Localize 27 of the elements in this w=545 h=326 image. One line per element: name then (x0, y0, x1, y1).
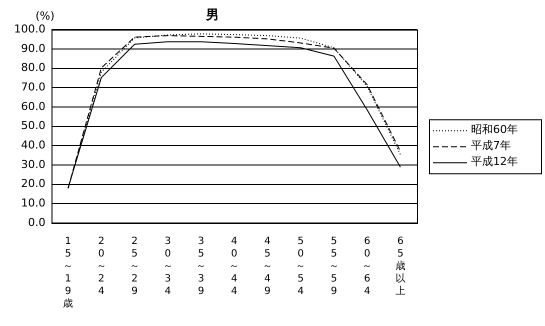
y-tick-label: 80.0 (20, 61, 46, 74)
y-tick-label: 100.0 (14, 22, 46, 36)
x-tick-label: 55～59 (328, 236, 339, 297)
y-tick-label: 90.0 (20, 42, 46, 55)
x-tick-label: 25～29 (130, 236, 140, 297)
x-tick-label: 50～54 (296, 236, 306, 297)
y-tick-label: 60.0 (20, 100, 46, 113)
x-tick-label: 45～49 (262, 236, 272, 297)
y-tick-label: 40.0 (20, 138, 46, 152)
y-tick-label: 70.0 (20, 80, 46, 94)
x-tick-label: 30～34 (162, 236, 173, 297)
x-tick-label: 20～24 (96, 236, 106, 297)
chart-title: 男 (205, 8, 219, 24)
x-tick-label: 35～39 (196, 236, 206, 297)
y-axis-title: (%) (35, 9, 55, 22)
y-tick-label: 0.0 (28, 216, 46, 229)
x-tick-label: 15～19歳 (63, 236, 74, 310)
x-tick-label: 40～44 (229, 236, 240, 297)
legend-label: 昭和60年 (471, 123, 518, 136)
y-tick-label: 50.0 (20, 119, 46, 132)
x-tick-label: 65歳以上 (395, 236, 406, 297)
legend-label: 平成7年 (471, 139, 511, 152)
y-tick-label: 30.0 (20, 158, 46, 171)
y-tick-label: 20.0 (20, 177, 46, 190)
x-tick-label: 60～64 (362, 236, 372, 297)
y-tick-label: 10.0 (20, 196, 46, 210)
legend-label: 平成12年 (471, 155, 518, 168)
